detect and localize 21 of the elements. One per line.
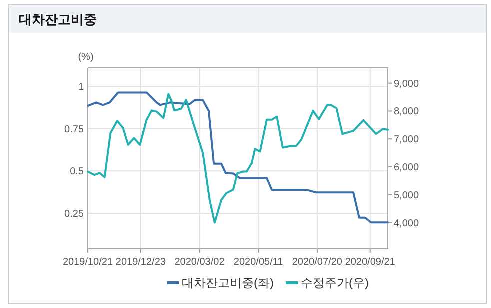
y2-tick-label: 9,000 — [394, 78, 420, 90]
x-tick-label: 2020/07/20 — [292, 257, 343, 268]
plot: 2019/10/21 2019/12/23 2020/03/02 2020/05/11 2020/07/20 2020/09/21 0.25 0.5 0.75 1 4,000 5,000 6,000 7,000 8,000 9,000 (%) — [62, 52, 420, 268]
x-tick-label: 2020/05/11 — [234, 257, 284, 268]
chart-title: 대차잔고비중 — [19, 12, 97, 27]
y-tick-label: 0.75 — [64, 124, 84, 136]
y2-tick-label: 8,000 — [394, 106, 420, 118]
y2-tick-label: 5,000 — [394, 190, 420, 202]
x-tick-label: 2019/12/23 — [116, 257, 166, 268]
y-axis-title: (%) — [78, 52, 94, 63]
legend-label: 대차잔고비중(좌) — [182, 276, 274, 290]
y-tick-label: 0.5 — [70, 166, 84, 178]
x-tick-label: 2019/10/21 — [62, 257, 114, 268]
y-tick-label: 1 — [78, 82, 84, 94]
legend-label: 수정주가(우) — [301, 276, 369, 290]
x-tick-label: 2020/09/21 — [345, 257, 396, 268]
y-tick-label: 0.25 — [64, 208, 84, 220]
y2-tick-label: 6,000 — [394, 162, 420, 174]
y2-tick-label: 7,000 — [394, 134, 420, 146]
y2-tick-label: 4,000 — [394, 218, 420, 230]
x-tick-label: 2020/03/02 — [174, 257, 226, 268]
